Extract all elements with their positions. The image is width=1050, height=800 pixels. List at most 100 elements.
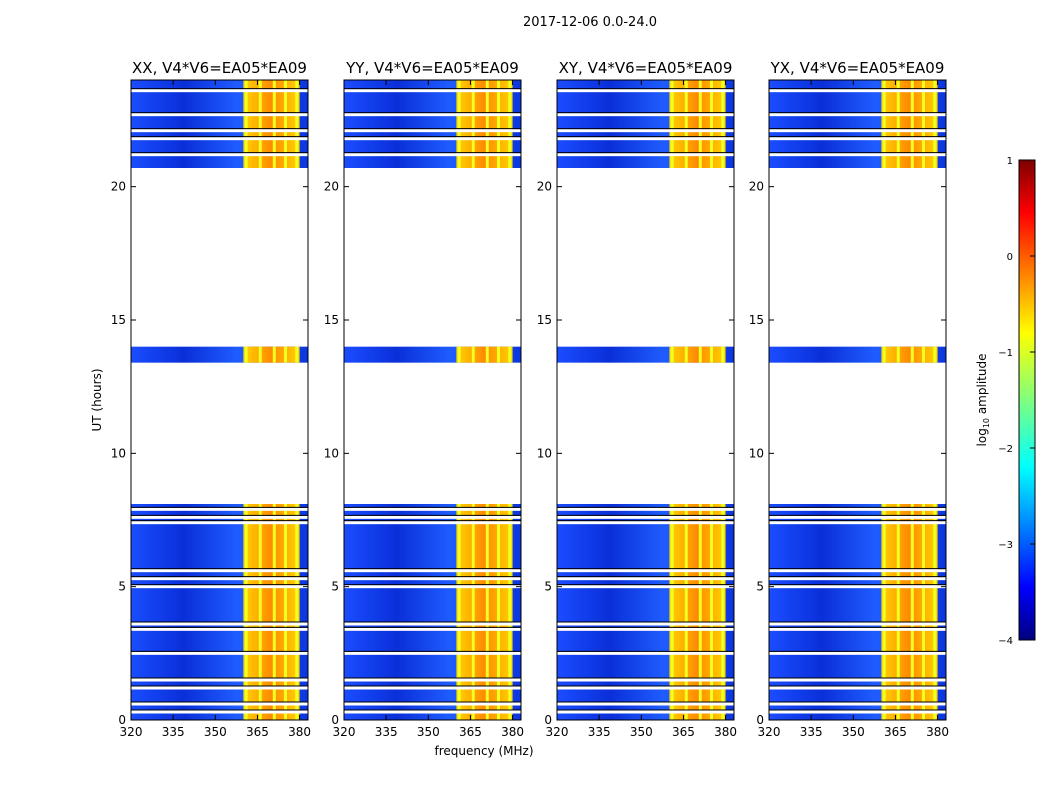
- rfi-stripe: [710, 346, 714, 363]
- y-tick-label: 10: [749, 446, 764, 460]
- rfi-stripe: [295, 346, 299, 363]
- rfi-stripe: [896, 346, 900, 363]
- y-tick-label: 0: [756, 713, 764, 727]
- flagged-line: [557, 507, 734, 511]
- rfi-band: [243, 504, 300, 720]
- rfi-stripe: [457, 346, 461, 363]
- flagged-line: [344, 651, 521, 655]
- y-tick-label: 20: [324, 180, 339, 194]
- panel-title: YX, V4*V6=EA05*EA09: [770, 59, 945, 77]
- flagged-line: [769, 153, 946, 157]
- y-tick-label: 20: [537, 180, 552, 194]
- flagged-line: [769, 678, 946, 682]
- flagged-line: [769, 515, 946, 519]
- y-tick-label: 20: [749, 180, 764, 194]
- flagged-line: [131, 627, 308, 631]
- flagged-line: [344, 710, 521, 714]
- flagged-line: [131, 702, 308, 706]
- flagged-line: [769, 577, 946, 581]
- flagged-line: [131, 113, 308, 117]
- flagged-line: [769, 702, 946, 706]
- rfi-stripe: [508, 346, 512, 363]
- rfi-stripe: [922, 346, 926, 363]
- x-tick-label: 350: [417, 725, 440, 739]
- rfi-stripe: [295, 504, 299, 720]
- rfi-stripe: [497, 504, 501, 720]
- rfi-band: [456, 346, 513, 363]
- flagged-line: [344, 627, 521, 631]
- rfi-stripe: [258, 504, 262, 720]
- colorbar-tick-label: −3: [998, 540, 1013, 551]
- flagged-line: [769, 129, 946, 133]
- flagged-line: [769, 507, 946, 511]
- flagged-line: [769, 622, 946, 626]
- flagged-line: [769, 585, 946, 589]
- flagged-line: [131, 710, 308, 714]
- rfi-stripe: [272, 346, 276, 363]
- flagged-line: [131, 622, 308, 626]
- rfi-stripe: [497, 346, 501, 363]
- flagged-line: [344, 569, 521, 573]
- y-tick-label: 10: [537, 446, 552, 460]
- flagged-line: [131, 515, 308, 519]
- rfi-band: [669, 504, 726, 720]
- rfi-stripe: [882, 80, 886, 168]
- colorbar-tick-label: 1: [1007, 156, 1013, 167]
- flagged-line: [131, 521, 308, 525]
- x-tick-label: 380: [926, 725, 949, 739]
- x-tick-label: 365: [246, 725, 269, 739]
- rfi-stripe: [272, 504, 276, 720]
- colorbar-tick-label: −1: [998, 348, 1013, 359]
- rfi-stripe: [471, 346, 475, 363]
- flagged-line: [557, 153, 734, 157]
- rfi-stripe: [485, 504, 489, 720]
- y-tick-label: 10: [324, 446, 339, 460]
- flagged-line: [557, 710, 734, 714]
- rfi-band: [881, 504, 938, 720]
- rfi-stripe: [485, 346, 489, 363]
- x-tick-label: 335: [800, 725, 823, 739]
- flagged-line: [557, 569, 734, 573]
- flagged-line: [131, 569, 308, 573]
- y-tick-label: 5: [331, 580, 339, 594]
- y-tick-label: 15: [749, 313, 764, 327]
- rfi-stripe: [258, 80, 262, 168]
- flagged-line: [344, 129, 521, 133]
- rfi-stripe: [272, 80, 276, 168]
- y-tick-label: 0: [331, 713, 339, 727]
- flagged-line: [131, 651, 308, 655]
- rfi-stripe: [684, 346, 688, 363]
- x-tick-label: 320: [546, 725, 569, 739]
- flagged-line: [344, 678, 521, 682]
- rfi-stripe: [910, 504, 914, 720]
- y-tick-label: 15: [537, 313, 552, 327]
- panel-title: XX, V4*V6=EA05*EA09: [132, 59, 307, 77]
- rfi-stripe: [485, 80, 489, 168]
- flagged-line: [557, 585, 734, 589]
- colorbar-tick-label: −4: [998, 636, 1013, 647]
- rfi-stripe: [721, 346, 725, 363]
- rfi-stripe: [721, 504, 725, 720]
- x-tick-label: 380: [714, 725, 737, 739]
- rfi-stripe: [882, 504, 886, 720]
- flagged-line: [769, 686, 946, 690]
- flagged-line: [557, 702, 734, 706]
- flagged-line: [344, 515, 521, 519]
- panel-0: XX, V4*V6=EA05*EA09 320 335 350 365 380 0 5 10 15…: [111, 59, 311, 739]
- rfi-stripe: [922, 504, 926, 720]
- rfi-stripe: [508, 80, 512, 168]
- x-tick-label: 380: [501, 725, 524, 739]
- rfi-stripe: [710, 504, 714, 720]
- flagged-line: [557, 521, 734, 525]
- flagged-line: [769, 521, 946, 525]
- colorbar: 10−1−2−3−4 log10 amplitude: [975, 156, 1036, 647]
- flagged-line: [344, 113, 521, 117]
- panel-frame: [768, 79, 947, 721]
- x-tick-label: 365: [884, 725, 907, 739]
- rfi-stripe: [710, 80, 714, 168]
- figure-suptitle: 2017-12-06 0.0-24.0: [523, 15, 657, 30]
- flagged-line: [344, 153, 521, 157]
- rfi-stripe: [244, 346, 248, 363]
- rfi-stripe: [670, 504, 674, 720]
- x-tick-label: 320: [120, 725, 143, 739]
